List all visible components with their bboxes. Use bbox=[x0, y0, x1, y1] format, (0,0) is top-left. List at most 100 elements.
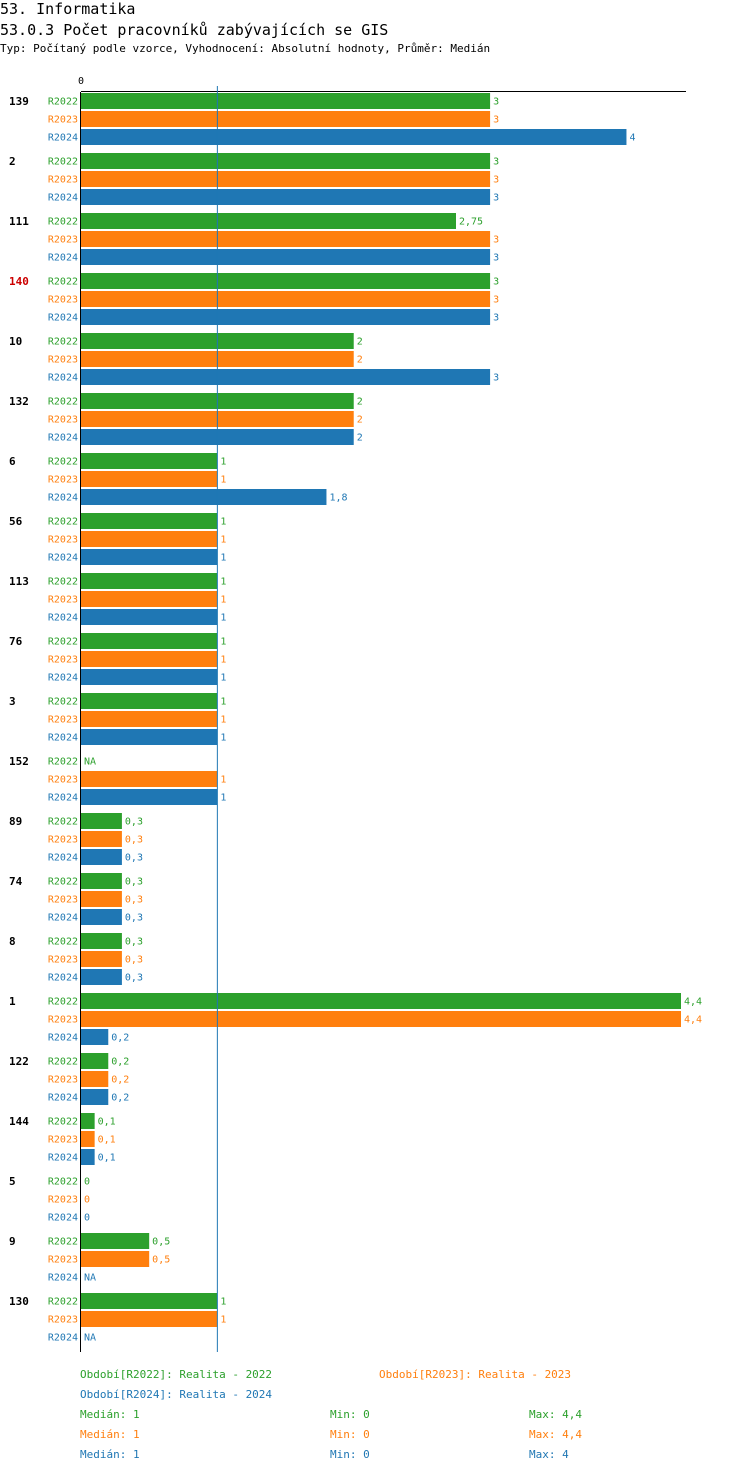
series-label: R2023 bbox=[48, 235, 78, 246]
value-label: 1 bbox=[220, 595, 226, 606]
series-label: R2022 bbox=[48, 157, 78, 168]
value-label: 0,3 bbox=[125, 913, 143, 924]
value-label: 3 bbox=[493, 97, 499, 108]
series-label: R2023 bbox=[48, 1315, 78, 1326]
bar-r2022 bbox=[81, 1053, 109, 1069]
value-label: 3 bbox=[493, 157, 499, 168]
value-label: NA bbox=[84, 1273, 96, 1284]
category-label: 5 bbox=[9, 1175, 16, 1188]
value-label: 1 bbox=[220, 793, 226, 804]
series-label: R2022 bbox=[48, 397, 78, 408]
value-label: 0,5 bbox=[152, 1237, 170, 1248]
value-label: 0,3 bbox=[125, 835, 143, 846]
category-label: 89 bbox=[9, 815, 22, 828]
category-label: 2 bbox=[9, 155, 16, 168]
value-label: 0,3 bbox=[125, 817, 143, 828]
series-label: R2024 bbox=[48, 553, 78, 564]
bar-r2022 bbox=[81, 693, 218, 709]
category-label: 10 bbox=[9, 335, 22, 348]
series-label: R2023 bbox=[48, 835, 78, 846]
bar-r2024 bbox=[81, 669, 218, 685]
bar-r2023 bbox=[81, 171, 491, 187]
value-label: 0,3 bbox=[125, 973, 143, 984]
series-label: R2024 bbox=[48, 913, 78, 924]
value-label: 2 bbox=[357, 397, 363, 408]
bar-r2023 bbox=[81, 471, 218, 487]
series-label: R2022 bbox=[48, 1297, 78, 1308]
value-label: 3 bbox=[493, 235, 499, 246]
bar-r2024 bbox=[81, 249, 491, 265]
series-label: R2023 bbox=[48, 355, 78, 366]
series-label: R2023 bbox=[48, 535, 78, 546]
stat-median-r2022: Medián: 1 bbox=[80, 1408, 140, 1421]
legend-r2023: Období[R2023]: Realita - 2023 bbox=[379, 1368, 572, 1381]
series-label: R2022 bbox=[48, 277, 78, 288]
value-label: 1 bbox=[220, 535, 226, 546]
bar-r2022 bbox=[81, 813, 122, 829]
value-label: 0,1 bbox=[98, 1153, 116, 1164]
bar-r2022 bbox=[81, 213, 456, 229]
bar-r2024 bbox=[81, 1149, 95, 1165]
bar-r2022 bbox=[81, 93, 491, 109]
chart-subtitle: Typ: Počítaný podle vzorce, Vyhodnocení:… bbox=[0, 42, 491, 55]
bar-r2022 bbox=[81, 873, 122, 889]
series-label: R2023 bbox=[48, 415, 78, 426]
category-label: 113 bbox=[9, 575, 29, 588]
value-label: 0,3 bbox=[125, 895, 143, 906]
category-label: 76 bbox=[9, 635, 23, 648]
value-label: 1 bbox=[220, 1297, 226, 1308]
value-label: 2 bbox=[357, 433, 363, 444]
value-label: 1 bbox=[220, 613, 226, 624]
value-label: 3 bbox=[493, 373, 499, 384]
bar-r2024 bbox=[81, 549, 218, 565]
series-label: R2024 bbox=[48, 1273, 78, 1284]
bar-r2023 bbox=[81, 951, 122, 967]
bar-r2023 bbox=[81, 891, 122, 907]
series-label: R2022 bbox=[48, 1057, 78, 1068]
series-label: R2024 bbox=[48, 1333, 78, 1344]
series-label: R2022 bbox=[48, 577, 78, 588]
legend-r2024: Období[R2024]: Realita - 2024 bbox=[80, 1388, 273, 1401]
series-label: R2024 bbox=[48, 613, 78, 624]
series-label: R2023 bbox=[48, 1015, 78, 1026]
bar-r2023 bbox=[81, 531, 218, 547]
series-label: R2024 bbox=[48, 1153, 78, 1164]
series-label: R2023 bbox=[48, 655, 78, 666]
series-label: R2024 bbox=[48, 193, 78, 204]
value-label: 1 bbox=[220, 697, 226, 708]
series-label: R2022 bbox=[48, 877, 78, 888]
bar-r2023 bbox=[81, 711, 218, 727]
series-label: R2022 bbox=[48, 817, 78, 828]
bar-r2024 bbox=[81, 309, 491, 325]
bar-r2024 bbox=[81, 909, 122, 925]
bar-r2024 bbox=[81, 129, 627, 145]
value-label: 1 bbox=[220, 457, 226, 468]
category-label: 130 bbox=[9, 1295, 29, 1308]
series-label: R2024 bbox=[48, 673, 78, 684]
series-label: R2024 bbox=[48, 733, 78, 744]
value-label: 3 bbox=[493, 277, 499, 288]
value-label: 0,3 bbox=[125, 877, 143, 888]
stat-min-r2024: Min: 0 bbox=[330, 1448, 370, 1461]
bar-r2024 bbox=[81, 489, 327, 505]
series-label: R2023 bbox=[48, 1135, 78, 1146]
series-label: R2022 bbox=[48, 637, 78, 648]
bar-r2022 bbox=[81, 633, 218, 649]
value-label: 0,1 bbox=[98, 1117, 116, 1128]
bar-r2023 bbox=[81, 111, 491, 127]
series-label: R2023 bbox=[48, 175, 78, 186]
series-label: R2023 bbox=[48, 775, 78, 786]
series-label: R2022 bbox=[48, 1117, 78, 1128]
series-label: R2024 bbox=[48, 493, 78, 504]
series-label: R2024 bbox=[48, 373, 78, 384]
bar-r2022 bbox=[81, 453, 218, 469]
category-label: 111 bbox=[9, 215, 29, 228]
bar-r2023 bbox=[81, 291, 491, 307]
value-label: 0 bbox=[84, 1213, 90, 1224]
bar-r2022 bbox=[81, 1293, 218, 1309]
series-label: R2024 bbox=[48, 133, 78, 144]
value-label: 3 bbox=[493, 253, 499, 264]
stat-median-r2023: Medián: 1 bbox=[80, 1428, 140, 1441]
category-label: 139 bbox=[9, 95, 29, 108]
series-label: R2023 bbox=[48, 295, 78, 306]
